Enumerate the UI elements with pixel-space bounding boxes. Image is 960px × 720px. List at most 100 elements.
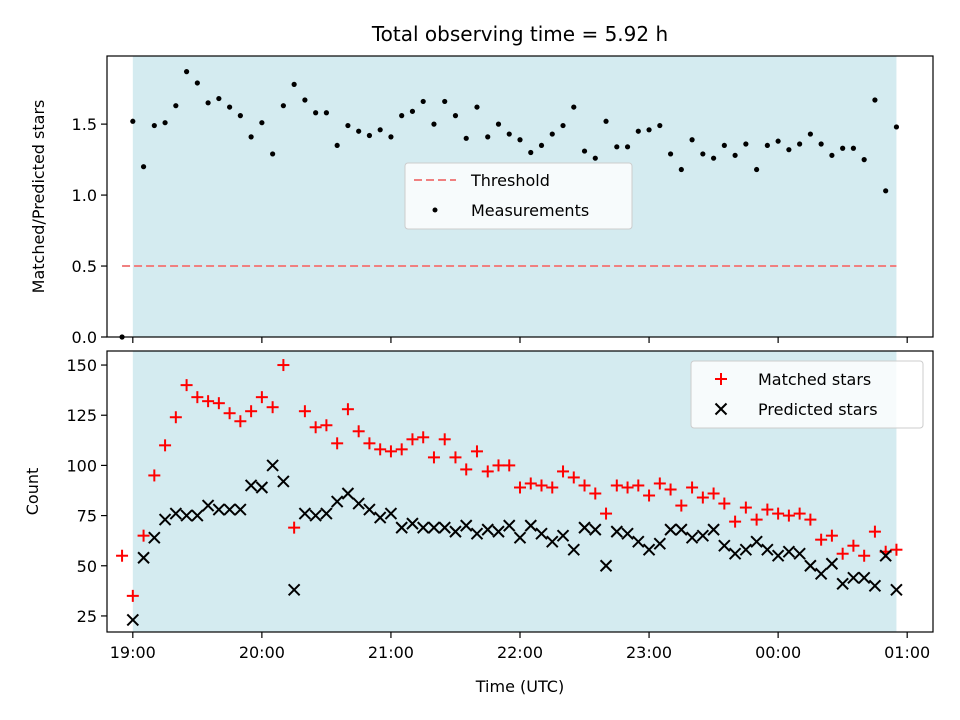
measurement-point: [807, 131, 813, 137]
measurement-point: [495, 121, 502, 127]
y-tick-label: 150: [66, 356, 97, 375]
y-tick-label: 50: [77, 557, 97, 576]
measurement-point: [571, 104, 577, 110]
predicted-star-point: [201, 499, 215, 512]
matched-star-point: [255, 391, 268, 404]
predicted-star-point: [771, 549, 785, 562]
legend-matched-label: Matched stars: [758, 370, 871, 389]
predicted-star-point: [675, 523, 688, 536]
measurement-point: [377, 127, 383, 133]
predicted-star-point: [782, 545, 796, 558]
x-tick-label: 23:00: [626, 643, 672, 662]
matched-star-point: [804, 513, 817, 526]
measurement-point: [183, 69, 190, 75]
predicted-star-point: [395, 521, 408, 534]
measurement-point: [893, 124, 900, 130]
predicted-star-point: [148, 531, 161, 544]
measurement-point: [194, 80, 200, 86]
matched-star-point: [266, 401, 279, 414]
matched-star-point: [148, 469, 161, 482]
predicted-star-point: [836, 577, 849, 591]
predicted-star-point: [234, 503, 247, 516]
measurement-point: [743, 141, 749, 147]
predicted-star-point: [513, 531, 527, 544]
matched-star-point: [567, 471, 580, 484]
matched-star-point: [890, 543, 903, 556]
predicted-star-point: [416, 521, 430, 534]
bottom-legend-box: [690, 360, 924, 429]
matched-star-point: [460, 463, 473, 476]
predicted-star-point: [707, 523, 720, 536]
measurement-point: [678, 166, 684, 173]
matched-star-point: [718, 497, 731, 510]
legend-measurement-swatch: [432, 207, 438, 213]
matched-star-point: [707, 487, 720, 500]
x-tick-label: 00:00: [755, 643, 801, 662]
matched-star-point: [169, 411, 182, 424]
matched-star-point: [116, 549, 129, 562]
matched-star-point: [309, 421, 322, 434]
matched-star-point: [126, 589, 139, 602]
predicted-star-point: [223, 503, 236, 516]
x-axis-label: Time (UTC): [475, 677, 564, 696]
x-tick-label: 19:00: [110, 643, 156, 662]
measurement-point: [130, 118, 136, 124]
predicted-star-point: [427, 521, 441, 534]
measurement-point: [732, 152, 738, 158]
legend-threshold-label: Threshold: [470, 171, 550, 190]
measurement-point: [463, 135, 469, 141]
matched-star-point: [825, 529, 838, 542]
predicted-star-point: [804, 559, 817, 572]
predicted-star-point: [255, 481, 269, 494]
matched-star-point: [212, 397, 225, 410]
predicted-star-point: [653, 537, 667, 550]
predicted-star-point: [341, 487, 355, 500]
matched-star-point: [427, 451, 440, 464]
matched-star-point: [847, 539, 860, 552]
measurement-point: [667, 151, 674, 157]
measurement-point: [710, 155, 717, 161]
matched-star-point: [578, 479, 591, 492]
matched-star-point: [352, 425, 365, 438]
predicted-star-point: [191, 509, 204, 522]
legend-predicted-swatch: [714, 402, 728, 416]
measurement-point: [313, 110, 319, 116]
measurement-point: [442, 98, 448, 105]
predicted-star-point: [599, 559, 613, 572]
predicted-star-point: [696, 529, 710, 542]
measurement-point: [420, 98, 426, 105]
measurement-point: [883, 188, 889, 194]
top-legend: Threshold Measurements: [404, 162, 633, 230]
measurement-point: [614, 144, 620, 150]
measurement-point: [850, 145, 857, 151]
predicted-star-point: [503, 519, 516, 532]
measurement-point: [409, 108, 416, 114]
measurement-point: [302, 97, 308, 103]
predicted-star-point: [180, 509, 193, 522]
measurement-point: [237, 113, 243, 119]
predicted-star-point: [793, 547, 806, 560]
matched-star-point: [772, 507, 785, 520]
predicted-star-point: [449, 525, 462, 538]
predicted-star-point: [158, 513, 172, 526]
matched-star-point: [137, 529, 150, 542]
measurement-point: [431, 121, 437, 127]
bottom-x-ticks: 19:00 20:00 21:00 22:00 23:00 00:00 01:00: [110, 632, 930, 662]
predicted-star-points: [126, 459, 903, 627]
predicted-star-point: [470, 527, 484, 540]
matched-star-point: [395, 443, 408, 456]
matched-star-point: [761, 503, 774, 516]
matched-star-points: [116, 359, 903, 602]
predicted-star-point: [546, 535, 559, 548]
measurement-point: [581, 148, 588, 154]
measurement-point: [700, 151, 706, 157]
predicted-star-point: [384, 507, 398, 520]
measurement-point: [797, 141, 803, 147]
predicted-star-point: [330, 495, 344, 508]
measurement-point: [291, 81, 297, 87]
matched-star-point: [524, 477, 537, 490]
measurement-point: [560, 122, 566, 129]
measurement-point: [754, 166, 760, 173]
predicted-star-point: [137, 551, 150, 564]
matched-star-point: [686, 481, 699, 494]
